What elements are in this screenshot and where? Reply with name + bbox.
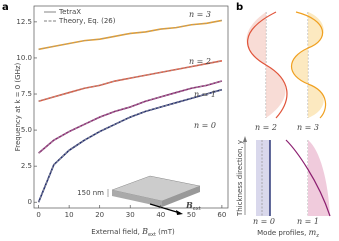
series-label: n = 0 [194, 121, 216, 130]
panel-label: a [2, 2, 9, 13]
inset-field: Bext [185, 200, 201, 212]
series-label: n = 3 [189, 10, 211, 19]
x-axis-label: External field, Bext (mT) [91, 227, 175, 238]
inset-thickness: 150 nm [77, 189, 104, 197]
y-tick-label: 10.0 [16, 54, 32, 62]
profile-x-label: Mode profiles, mz [257, 228, 319, 239]
x-tick-label: 40 [156, 211, 165, 219]
y-tick-label: 2.5 [21, 162, 32, 170]
panel-label: b [236, 2, 243, 13]
y-tick-label: 5.0 [21, 126, 32, 134]
theory-line [38, 80, 222, 154]
y-tick-label: 7.5 [21, 90, 32, 98]
profile-label: n = 2 [255, 123, 277, 132]
series-label: n = 1 [194, 90, 216, 99]
x-tick-label: 0 [36, 211, 40, 219]
profile-label: n = 3 [297, 123, 319, 132]
y-tick-label: 12.5 [16, 18, 32, 26]
legend-label: Theory, Eq. (26) [58, 17, 116, 25]
x-tick-label: 20 [95, 211, 104, 219]
mode-profiles [243, 11, 331, 217]
theory-line [38, 89, 222, 203]
theory-line [38, 60, 222, 102]
x-tick-label: 30 [126, 211, 135, 219]
series-label: n = 2 [189, 57, 211, 66]
y-tick-label: 0 [28, 198, 32, 206]
x-tick-label: 60 [217, 211, 226, 219]
x-tick-label: 10 [65, 211, 74, 219]
profile-label: n = 0 [253, 217, 275, 226]
y-axis-label: Frequency at k = 0 (GHz) [14, 62, 22, 151]
theory-line [38, 20, 222, 50]
inset: 150 nm Bext [77, 175, 201, 215]
profile-label: n = 1 [297, 217, 319, 226]
x-tick-label: 50 [187, 211, 196, 219]
legend-label: TetraX [58, 8, 81, 16]
profile-y-label: Thickness direction, y [236, 140, 244, 217]
plot-frame [33, 5, 229, 209]
